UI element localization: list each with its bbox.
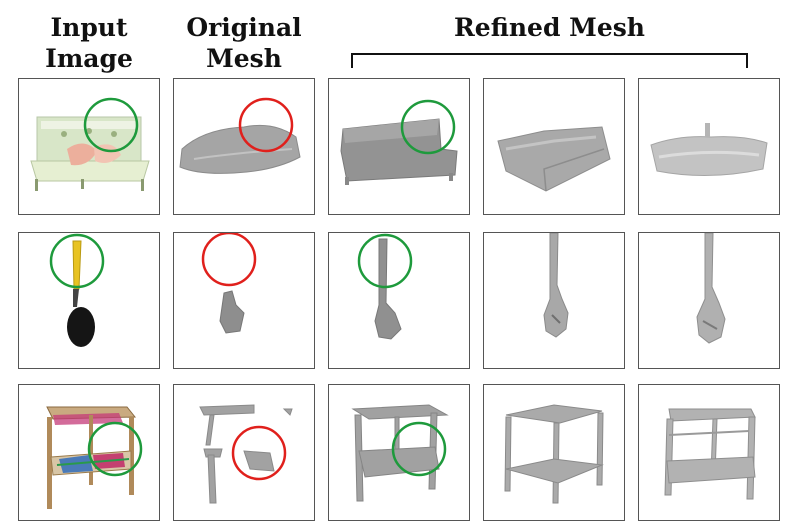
row3-original-mesh: [173, 384, 315, 521]
row2-refined-mesh-1: [328, 232, 470, 369]
lamp-image: [67, 240, 95, 347]
row3-refined-mesh-2: [483, 384, 625, 521]
row2-refined-mesh-3: [638, 232, 780, 369]
lamp-refined-mesh-view3: [696, 233, 726, 344]
highlight-circle-bad: [201, 233, 257, 287]
row3-input-image: [18, 384, 160, 521]
highlight-circle-good: [357, 233, 413, 289]
bed-original-mesh: [179, 124, 301, 174]
row2-input-image: [18, 232, 160, 369]
bed-refined-mesh-view3: [650, 136, 768, 177]
row1-refined-mesh-3: [638, 78, 780, 215]
highlight-circle-bad: [231, 425, 287, 481]
row1-original-mesh: [173, 78, 315, 215]
header-input-line1: Input: [50, 13, 128, 42]
header-original-line2: Mesh: [206, 44, 282, 73]
highlight-circle-good: [49, 233, 105, 289]
row2-original-mesh: [173, 232, 315, 369]
table-refined-mesh-view2: [504, 404, 604, 504]
header-original-line1: Original: [186, 13, 302, 42]
highlight-circle-good: [400, 99, 456, 155]
table-original-mesh: [199, 404, 293, 504]
row1-refined-mesh-2: [483, 78, 625, 215]
header-input-image: Input Image: [18, 12, 160, 74]
bed-refined-mesh-view2: [497, 126, 611, 192]
highlight-circle-bad: [238, 97, 294, 153]
header-original-mesh: Original Mesh: [173, 12, 315, 74]
table-image: [46, 406, 137, 509]
lamp-refined-mesh-view2: [543, 233, 569, 338]
row2-refined-mesh-2: [483, 232, 625, 369]
table-refined-mesh-view3: [664, 408, 756, 500]
row1-refined-mesh-1: [328, 78, 470, 215]
row3-refined-mesh-3: [638, 384, 780, 521]
refined-mesh-bracket: [351, 53, 748, 68]
highlight-circle-good: [87, 421, 143, 477]
highlight-circle-good: [83, 97, 139, 153]
header-refined-mesh: Refined Mesh: [454, 13, 645, 42]
lamp-original-mesh: [219, 290, 245, 334]
lamp-refined-mesh: [374, 238, 402, 340]
row3-refined-mesh-1: [328, 384, 470, 521]
bed-image: [30, 116, 150, 191]
row1-input-image: [18, 78, 160, 215]
header-input-line2: Image: [45, 44, 133, 73]
table-refined-mesh: [351, 404, 449, 502]
highlight-circle-good: [391, 421, 447, 477]
